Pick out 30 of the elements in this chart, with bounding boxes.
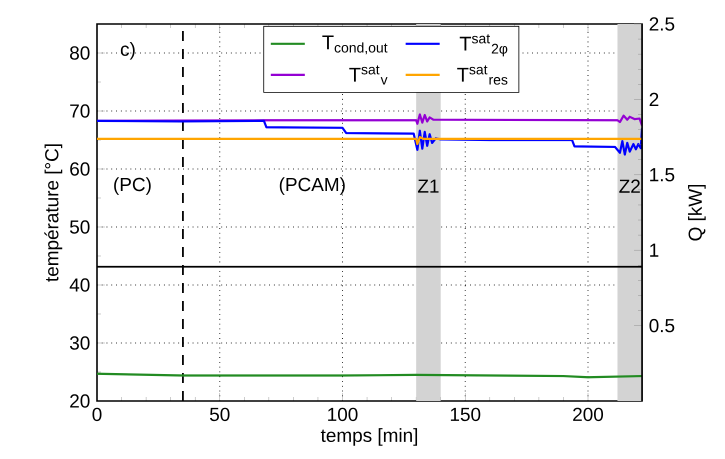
y-tick-label: 70: [70, 104, 90, 118]
legend-label: T$^{sat}$v: [349, 65, 388, 85]
legend-label: T$_{cond,out}$: [322, 36, 388, 54]
annotation: (PCAM): [280, 177, 345, 195]
y2-tick-label: 1.5: [650, 168, 674, 182]
y2-axis-title: Q [kW]: [688, 184, 706, 241]
x-tick-label: 200: [573, 408, 604, 422]
legend-label: T$^{sat}$res: [457, 65, 508, 85]
x-tick-label: 0: [92, 408, 102, 422]
y-tick-label: 50: [70, 220, 90, 234]
x-tick-label: 50: [210, 408, 230, 422]
annotation: c): [120, 42, 135, 60]
line-series: [97, 120, 642, 156]
x-tick-label: 150: [450, 408, 480, 422]
band-label: Z2: [619, 180, 640, 193]
y2-tick-label: 2.5: [650, 17, 674, 31]
annotation: (PC): [114, 177, 151, 195]
y2-tick-label: 0.5: [649, 318, 674, 332]
y-tick-label: 40: [70, 278, 90, 292]
y2-tick-label: 2: [650, 92, 658, 106]
band-label: Z1: [418, 180, 439, 193]
y-tick-label: 30: [70, 336, 90, 350]
y-tick-label: 20: [70, 394, 90, 408]
y2-tick-label: 1: [650, 244, 658, 257]
x-tick-label: 100: [328, 408, 358, 422]
x-axis-title: temps [min]: [320, 428, 418, 446]
y-tick-label: 80: [70, 46, 90, 60]
y-axis-title: température [°C]: [44, 144, 62, 282]
legend-label: T$^{sat}$2φ: [460, 34, 508, 56]
y-tick-label: 60: [70, 162, 90, 176]
